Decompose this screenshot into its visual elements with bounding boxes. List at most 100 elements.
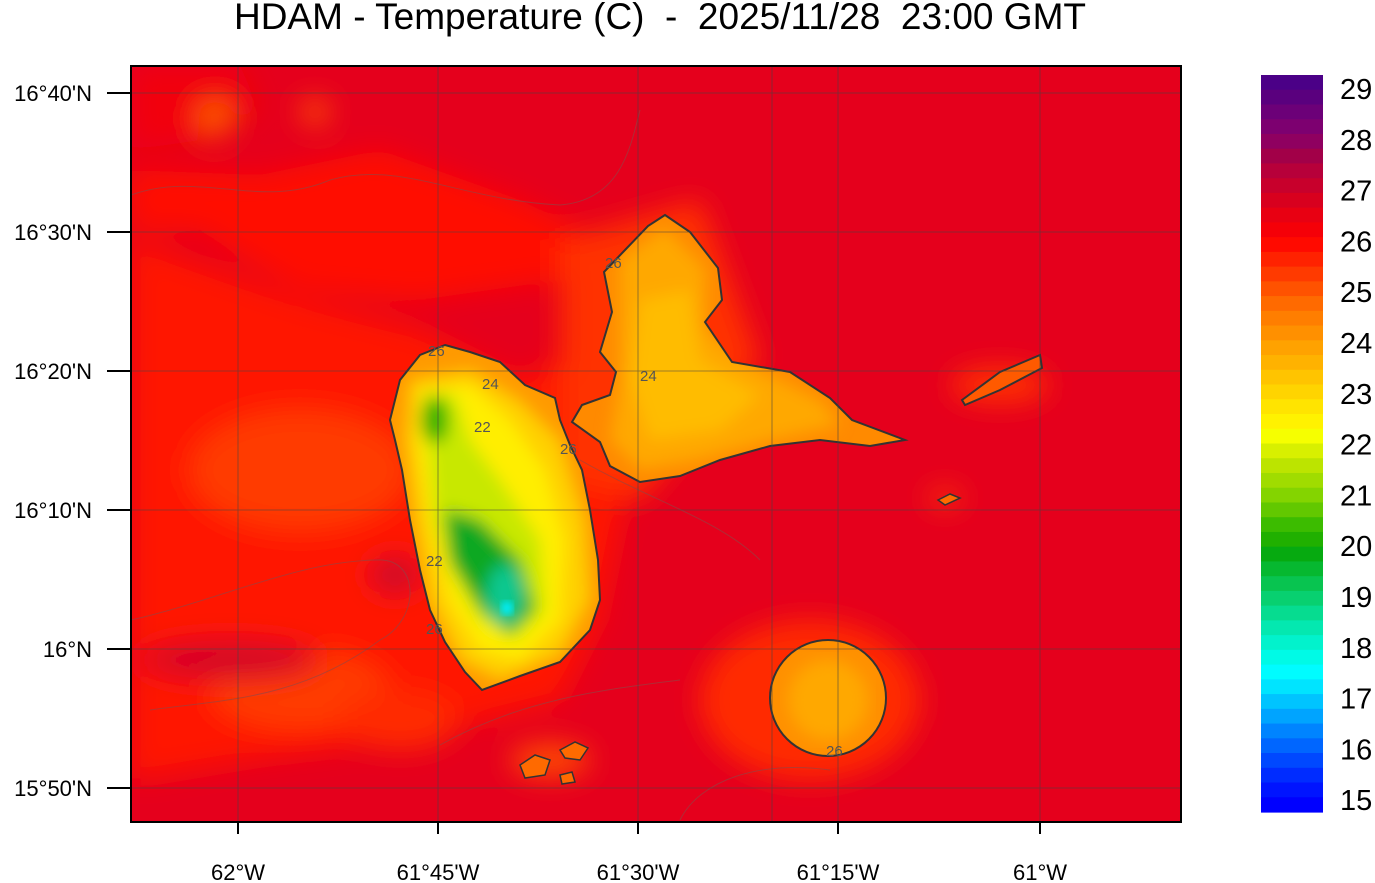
- y-tick-label: 16°N: [43, 637, 92, 662]
- colorbar-band: [1261, 502, 1323, 518]
- colorbar-band: [1261, 443, 1323, 459]
- colorbar-band: [1261, 414, 1323, 430]
- contour-label: 22: [426, 553, 443, 570]
- colorbar-label: 23: [1340, 379, 1372, 411]
- colorbar-band: [1261, 546, 1323, 563]
- colorbar-band: [1261, 753, 1323, 769]
- colorbar-band: [1261, 664, 1323, 680]
- chart-title: HDAM - Temperature (C) - 2025/11/28 23:0…: [233, 0, 1086, 37]
- colorbar-label: 29: [1340, 74, 1372, 106]
- colorbar-band: [1261, 266, 1323, 282]
- y-tick-label: 15°50'N: [14, 776, 92, 801]
- colorbar-band: [1261, 605, 1323, 621]
- plot-frame: [130, 65, 1182, 823]
- colorbar-band: [1261, 237, 1323, 253]
- colorbar-band: [1261, 517, 1323, 533]
- colorbar: [1261, 75, 1323, 813]
- contour-label: 26: [560, 441, 577, 458]
- colorbar-band: [1261, 89, 1323, 106]
- colorbar-label: 21: [1340, 480, 1372, 512]
- colorbar-band: [1261, 561, 1323, 577]
- colorbar-label: 22: [1340, 430, 1372, 462]
- colorbar-label: 27: [1340, 176, 1372, 208]
- colorbar-band: [1261, 428, 1323, 445]
- colorbar-band: [1261, 104, 1323, 120]
- x-tick-label: 61°45'W: [397, 860, 480, 883]
- x-tick-label: 62°W: [211, 860, 265, 883]
- contour-label: 26: [605, 255, 622, 272]
- colorbar-band: [1261, 207, 1323, 223]
- colorbar-label: 19: [1340, 582, 1372, 614]
- colorbar-band: [1261, 251, 1323, 268]
- colorbar-band: [1261, 340, 1323, 356]
- x-tick-label: 61°15'W: [797, 860, 880, 883]
- contour-label: 24: [640, 368, 657, 385]
- x-axis-labels: 62°W 61°45'W 61°30'W 61°15'W 61°W: [211, 860, 1067, 883]
- contour-label: 26: [426, 621, 443, 638]
- y-tick-label: 16°30'N: [14, 220, 92, 245]
- colorbar-band: [1261, 296, 1323, 312]
- colorbar-band: [1261, 590, 1323, 607]
- colorbar-band: [1261, 797, 1323, 813]
- island-les-saintes: [519, 741, 590, 785]
- colorbar-band: [1261, 355, 1323, 371]
- island-petite-terre: [936, 493, 962, 506]
- colorbar-band: [1261, 531, 1323, 548]
- colorbar-band: [1261, 148, 1323, 165]
- colorbar-band: [1261, 679, 1323, 695]
- colorbar-band: [1261, 723, 1323, 739]
- colorbar-band: [1261, 708, 1323, 725]
- colorbar-label: 18: [1340, 633, 1372, 665]
- y-tick-label: 16°10'N: [14, 498, 92, 523]
- contour-label: 26: [826, 743, 843, 760]
- colorbar-band: [1261, 119, 1323, 135]
- x-tick-label: 61°30'W: [597, 860, 680, 883]
- colorbar-band: [1261, 472, 1323, 489]
- colorbar-band: [1261, 310, 1323, 327]
- colorbar-label: 16: [1340, 734, 1372, 766]
- contour-labels: 26 24 22 26 24 26 22 26 26: [426, 255, 843, 760]
- y-tick-label: 16°20'N: [14, 359, 92, 384]
- colorbar-labels: 29 28 27 26 25 24 23 22 21 20 19 18 17 16 15: [1340, 74, 1372, 817]
- colorbar-label: 26: [1340, 226, 1372, 258]
- contour-label: 26: [428, 343, 445, 360]
- island-basse-terre: [389, 344, 601, 691]
- colorbar-label: 24: [1340, 328, 1372, 360]
- colorbar-band: [1261, 281, 1323, 297]
- colorbar-band: [1261, 487, 1323, 504]
- map-plot-area: 26 24 22 26 24 26 22 26 26: [131, 66, 1181, 822]
- colorbar-band: [1261, 75, 1323, 91]
- colorbar-label: 20: [1340, 531, 1372, 563]
- colorbar-band: [1261, 738, 1323, 754]
- colorbar-band: [1261, 399, 1323, 415]
- island-la-desirade: [960, 353, 1044, 407]
- contour-label: 24: [482, 376, 499, 393]
- colorbar-band: [1261, 133, 1323, 150]
- colorbar-band: [1261, 325, 1323, 341]
- colorbar-band: [1261, 767, 1323, 784]
- colorbar-band: [1261, 620, 1323, 636]
- colorbar-band: [1261, 384, 1323, 400]
- colorbar-band: [1261, 369, 1323, 386]
- y-tick-label: 16°40'N: [14, 81, 92, 106]
- colorbar-band: [1261, 782, 1323, 798]
- colorbar-label: 15: [1340, 785, 1372, 817]
- colorbar-label: 25: [1340, 277, 1372, 309]
- colorbar-band: [1261, 222, 1323, 238]
- axis-ticks: [107, 92, 1041, 834]
- island-marie-galante: [769, 639, 887, 757]
- colorbar-band: [1261, 458, 1323, 474]
- colorbar-band: [1261, 649, 1323, 666]
- colorbar-label: 28: [1340, 125, 1372, 157]
- graticule: [131, 66, 1181, 822]
- contour-label: 22: [474, 419, 491, 436]
- x-tick-label: 61°W: [1013, 860, 1067, 883]
- colorbar-band: [1261, 694, 1323, 710]
- colorbar-band: [1261, 192, 1323, 209]
- colorbar-band: [1261, 576, 1323, 592]
- colorbar-band: [1261, 163, 1323, 179]
- colorbar-band: [1261, 178, 1323, 194]
- colorbar-label: 17: [1340, 684, 1372, 716]
- y-axis-labels: 16°40'N 16°30'N 16°20'N 16°10'N 16°N 15°…: [14, 81, 92, 801]
